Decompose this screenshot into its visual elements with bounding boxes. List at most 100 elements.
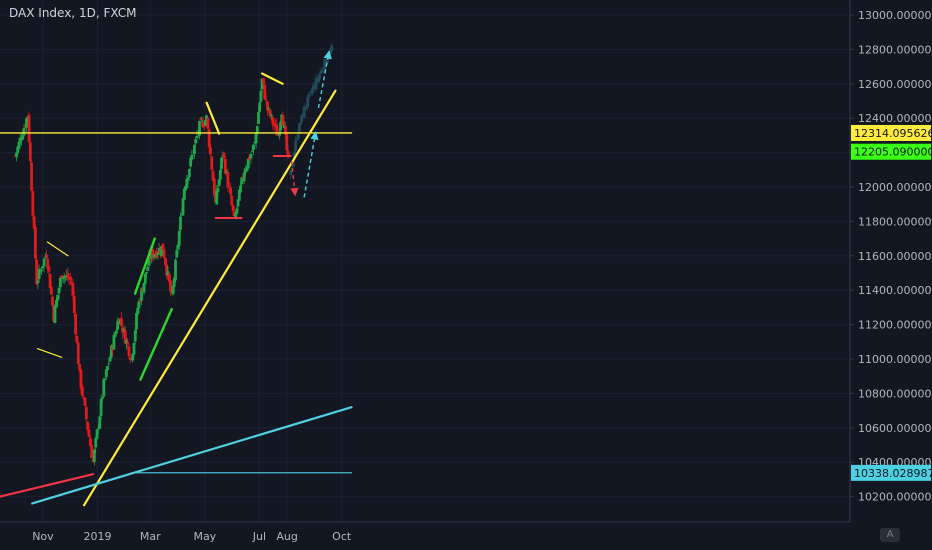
candle-body bbox=[169, 280, 172, 292]
candle-body bbox=[101, 397, 104, 399]
candle-body bbox=[43, 256, 47, 258]
candle-body bbox=[142, 282, 146, 293]
time-axis-bg bbox=[0, 522, 850, 550]
candle-body bbox=[132, 343, 136, 355]
candle-body bbox=[15, 152, 18, 157]
candle-body bbox=[266, 101, 269, 111]
candle-body bbox=[95, 429, 99, 439]
candle-body bbox=[45, 255, 48, 257]
candle-body bbox=[257, 112, 260, 125]
candle-body bbox=[209, 147, 212, 155]
time-tick-label: Mar bbox=[140, 530, 161, 543]
price-label-cyan bbox=[851, 464, 931, 481]
candle-body bbox=[260, 78, 264, 89]
candle-body bbox=[216, 187, 220, 192]
candle-body bbox=[90, 444, 94, 459]
price-tick-label: 11400.000000 bbox=[858, 284, 932, 297]
candle-body bbox=[92, 449, 96, 462]
candle-body bbox=[176, 244, 180, 250]
projection-body bbox=[307, 93, 311, 98]
projection-arrow-red bbox=[290, 161, 299, 197]
price-tick-label: 10800.000000 bbox=[858, 387, 932, 400]
candle-body bbox=[108, 356, 112, 362]
price-tick-label: 11600.000000 bbox=[858, 250, 932, 263]
candle-body bbox=[249, 153, 253, 159]
candle-body bbox=[79, 369, 83, 389]
candle-body bbox=[99, 399, 103, 416]
candle-body bbox=[222, 153, 226, 159]
candle-body bbox=[30, 162, 33, 191]
candle-body bbox=[16, 146, 20, 154]
candle-body bbox=[66, 272, 70, 279]
candle-body bbox=[84, 407, 88, 420]
candle-body bbox=[103, 378, 107, 380]
candle-body bbox=[186, 177, 190, 181]
candle-body bbox=[210, 156, 214, 170]
candle-body bbox=[70, 282, 73, 284]
candle-body bbox=[41, 266, 45, 269]
price-tick-label: 13000.000000 bbox=[858, 9, 932, 22]
candle-body bbox=[78, 363, 82, 371]
candle-body bbox=[13, 155, 17, 157]
candle-body bbox=[166, 271, 170, 276]
candle-body bbox=[227, 186, 231, 188]
price-tick-label: 12400.000000 bbox=[858, 112, 932, 125]
projection-body bbox=[303, 107, 307, 109]
candle-body bbox=[127, 346, 131, 357]
candle-body bbox=[206, 117, 210, 129]
candle-body bbox=[64, 275, 67, 277]
candle-body bbox=[218, 169, 222, 180]
candle-body bbox=[190, 155, 194, 160]
candle-body bbox=[71, 282, 75, 296]
trendline-cyan bbox=[31, 406, 353, 505]
trendline-green bbox=[133, 237, 156, 295]
auto-scale-button[interactable]: A bbox=[880, 528, 900, 542]
candle-body bbox=[235, 208, 239, 214]
candle-body bbox=[131, 353, 135, 361]
projection-body bbox=[302, 106, 306, 118]
candle-body bbox=[211, 171, 215, 181]
candle-body bbox=[220, 157, 223, 169]
candle-body bbox=[18, 137, 22, 144]
candle-body bbox=[267, 108, 271, 110]
candle-body bbox=[88, 438, 92, 447]
candle-body bbox=[135, 313, 138, 330]
projection-arrow-cyan bbox=[303, 131, 319, 198]
candle-body bbox=[236, 199, 240, 207]
candle-body bbox=[54, 300, 58, 308]
candle-body bbox=[146, 266, 150, 271]
candle-body bbox=[112, 335, 116, 350]
candle-body bbox=[27, 114, 31, 142]
candle-body bbox=[87, 429, 91, 437]
price-tick-label: 12600.000000 bbox=[858, 78, 932, 91]
projection-body bbox=[311, 88, 314, 94]
candle-body bbox=[31, 191, 35, 216]
projection-body bbox=[295, 138, 299, 140]
trendline-yellow bbox=[260, 72, 284, 85]
candle-body bbox=[76, 342, 80, 365]
candle-body bbox=[262, 78, 265, 84]
candle-body bbox=[174, 259, 177, 281]
candle-body bbox=[28, 142, 32, 162]
candle-body bbox=[177, 230, 181, 246]
projection-candles bbox=[289, 42, 334, 179]
candle-body bbox=[171, 285, 175, 295]
candle-body bbox=[234, 213, 237, 218]
candle-body bbox=[255, 126, 259, 134]
candle-body bbox=[20, 139, 23, 141]
candle-body bbox=[239, 185, 242, 193]
candle-body bbox=[231, 205, 235, 212]
projection-body bbox=[300, 114, 304, 123]
candle-body bbox=[285, 133, 289, 151]
candle-body bbox=[201, 121, 205, 128]
projection-body bbox=[289, 170, 293, 175]
candle-body bbox=[80, 386, 84, 396]
candle-body bbox=[252, 144, 255, 150]
candle-body bbox=[184, 186, 187, 191]
trendline-yellow bbox=[205, 101, 221, 135]
candle-body bbox=[182, 188, 186, 200]
candle-body bbox=[226, 172, 230, 188]
candle-body bbox=[86, 421, 90, 430]
candle-body bbox=[161, 243, 165, 250]
